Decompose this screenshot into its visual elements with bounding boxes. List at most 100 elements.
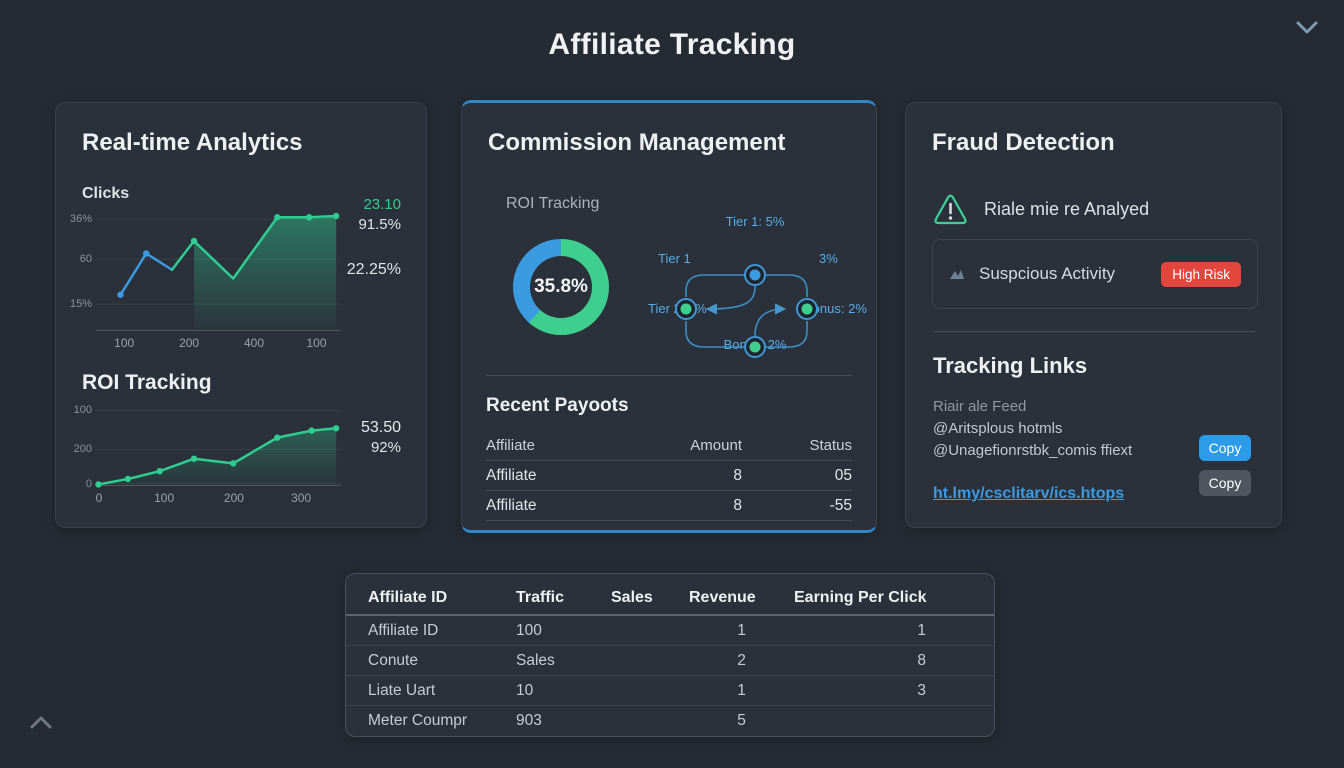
warning-triangle-icon: [934, 194, 967, 225]
tick-label: 200: [73, 443, 92, 456]
tick-label: 400: [244, 336, 265, 350]
tier1-left-label: Tier 1: [658, 251, 691, 266]
high-risk-badge: High Risk: [1161, 261, 1241, 287]
table-cell: 8: [917, 651, 926, 669]
table-cell: Earning Per Click: [794, 589, 927, 606]
payouts-header-row: Affiliate Amount Status: [486, 431, 852, 461]
table-cell: Revenue: [689, 589, 756, 606]
table-cell: 903: [516, 712, 542, 729]
clicks-stat-primary: 23.10: [363, 196, 401, 213]
roi-x-axis: 0 100 200 300: [96, 491, 341, 505]
tracking-handle-2: @Unagefionrstbk_comis ffiext: [933, 442, 1133, 459]
table-cell: Sales: [516, 651, 555, 669]
activity-icon: [950, 270, 964, 279]
clicks-x-axis: 100 200 400 100: [96, 336, 341, 350]
fraud-card-title: Fraud Detection: [932, 129, 1115, 156]
table-row: Liate Uart 10 1 3: [346, 676, 994, 706]
table-cell: Sales: [611, 589, 653, 606]
clicks-chart-label: Clicks: [82, 185, 130, 202]
roi-line-chart: [95, 409, 341, 488]
roi-donut-chart: 35.8%: [513, 239, 609, 335]
table-cell: 1: [737, 681, 746, 699]
tracking-link[interactable]: ht.lmy/csclitarv/ics.htops: [933, 485, 1125, 502]
tick-label: 0: [85, 477, 92, 490]
tick-label: 100: [154, 491, 175, 505]
tier-node-right: [796, 298, 818, 320]
tick-label: 200: [223, 491, 244, 505]
table-cell: Status: [809, 437, 852, 454]
fraud-detection-card: Fraud Detection Riale mie re Analyed Sus…: [905, 102, 1282, 528]
clicks-stat-tertiary: 22.25%: [346, 261, 401, 278]
fraud-alert-row: Riale mie re Analyed: [933, 193, 1149, 226]
table-cell: Liate Uart: [368, 681, 436, 699]
suspicious-activity-panel: Suspcious Activity High Risk: [932, 239, 1258, 309]
tick-label: 200: [179, 336, 200, 350]
table-row: Conute Sales 2 8: [346, 646, 994, 676]
table-cell: Affiliate: [486, 496, 537, 514]
clicks-stat-secondary: 91.5%: [358, 216, 401, 233]
tier-node-left: [675, 298, 697, 320]
table-cell: 1: [917, 621, 926, 639]
page-title: Affiliate Tracking: [548, 28, 796, 61]
roi-stat-primary: 53.50: [360, 419, 401, 436]
copy-button-primary[interactable]: Copy: [1199, 435, 1251, 461]
table-row: Meter Coumpr 903 5: [346, 706, 994, 736]
table-cell: Conute: [368, 651, 418, 669]
tier-flow-diagram: Tier 1: 5% Tier 1 3% Tier 2: 5% Bonus: 2…: [648, 208, 878, 358]
table-cell: 3: [917, 681, 926, 699]
clicks-line-chart: [96, 212, 341, 331]
stats-body: Affiliate ID 100 1 1 Conute Sales 2 8 Liate Uart…: [346, 616, 994, 736]
feed-label: Riair ale Feed: [933, 398, 1027, 415]
roi-y-axis: 100 200 0: [58, 404, 92, 489]
chevron-up-icon[interactable]: [28, 712, 54, 732]
chevron-down-icon[interactable]: [1294, 18, 1320, 38]
table-row: Affiliate ID 100 1 1: [346, 616, 994, 646]
table-cell: Affiliate ID: [368, 589, 448, 606]
analytics-card-title: Real-time Analytics: [82, 129, 303, 156]
roi-stat-secondary: 92%: [370, 439, 401, 456]
table-cell: 05: [834, 466, 852, 484]
commission-divider: [486, 375, 852, 376]
payout-row: Affiliate 8 -55: [486, 491, 852, 521]
bonus-right-label: Bonus: 2%: [804, 301, 867, 316]
realtime-analytics-card: Real-time Analytics Clicks 36% 60 15% 100 2…: [55, 102, 427, 528]
table-cell: Affiliate ID: [368, 621, 439, 639]
payouts-title: Recent Payoots: [486, 395, 629, 416]
table-cell: 5: [737, 712, 746, 729]
tier-node-bottom: [744, 336, 766, 358]
affiliate-stats-table: Affiliate ID Traffic Sales Revenue Earning P…: [345, 573, 995, 737]
commission-roi-label: ROI Tracking: [506, 195, 600, 212]
tick-label: 60: [79, 253, 92, 266]
roi-chart-title: ROI Tracking: [82, 371, 212, 394]
tracking-links-title: Tracking Links: [933, 353, 1088, 378]
table-cell: 1: [737, 621, 746, 639]
tick-label: 300: [291, 491, 312, 505]
table-cell: Affiliate: [486, 437, 535, 454]
tick-label: 0: [95, 491, 103, 505]
tick-label: 15%: [69, 298, 92, 311]
tier-diagram-graphic: [675, 264, 818, 358]
payout-row: Affiliate 8 05: [486, 461, 852, 491]
table-cell: 8: [733, 466, 742, 484]
table-cell: Affiliate: [486, 466, 537, 484]
tick-label: 100: [114, 336, 135, 350]
tier1-top-label: Tier 1: 5%: [725, 214, 785, 229]
donut-center: 35.8%: [530, 256, 592, 318]
fraud-alert-text: Riale mie re Analyed: [984, 199, 1150, 219]
tier-right-pct-label: 3%: [819, 251, 838, 266]
commission-management-card: Commission Management ROI Tracking 35.8%…: [461, 100, 877, 533]
suspicious-activity-label: Suspcious Activity: [979, 264, 1116, 283]
payouts-body: Affiliate 8 05 Affiliate 8 -55: [486, 461, 852, 521]
recent-payouts-table: Affiliate Amount Status Affiliate 8 05 Affili…: [486, 431, 852, 521]
donut-value: 35.8%: [534, 276, 588, 297]
tier-node-top: [744, 264, 766, 286]
copy-button-secondary[interactable]: Copy: [1199, 470, 1251, 496]
tick-label: 100: [73, 404, 92, 417]
table-cell: Amount: [690, 437, 742, 454]
table-cell: Meter Coumpr: [368, 712, 468, 729]
commission-card-title: Commission Management: [488, 129, 786, 156]
table-cell: Traffic: [516, 589, 565, 606]
clicks-y-axis: 36% 60 15%: [58, 206, 92, 331]
table-cell: -55: [829, 496, 852, 514]
